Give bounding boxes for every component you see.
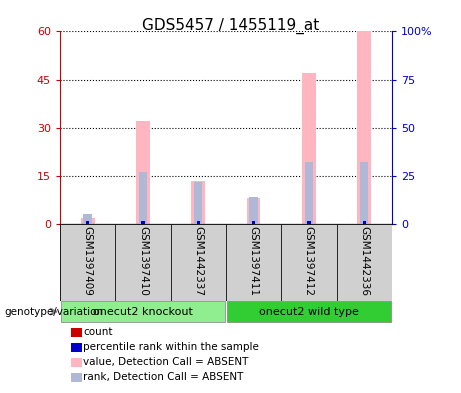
Bar (86, 221, 89, 224)
Bar (337, 224, 392, 301)
Bar (139, 172, 147, 224)
Bar (227, 301, 391, 322)
Bar (226, 224, 281, 301)
Text: GSM1442336: GSM1442336 (359, 226, 369, 296)
Text: value, Detection Call = ABSENT: value, Detection Call = ABSENT (83, 357, 248, 367)
Bar (252, 221, 255, 224)
Bar (196, 221, 200, 224)
Bar (362, 221, 366, 224)
Bar (81, 218, 95, 224)
Bar (115, 224, 171, 301)
Bar (71, 358, 82, 367)
Text: GSM1397410: GSM1397410 (138, 226, 148, 296)
Bar (171, 224, 226, 301)
Bar (252, 221, 255, 224)
Text: genotype/variation: genotype/variation (5, 307, 104, 317)
Bar (71, 328, 82, 337)
Bar (141, 221, 145, 224)
Bar (307, 221, 311, 224)
Text: rank, Detection Call = ABSENT: rank, Detection Call = ABSENT (83, 372, 243, 382)
Bar (249, 197, 258, 224)
Text: GSM1397411: GSM1397411 (248, 226, 259, 296)
Bar (281, 224, 337, 301)
Text: percentile rank within the sample: percentile rank within the sample (83, 342, 259, 352)
Bar (247, 198, 260, 224)
Text: GDS5457 / 1455119_at: GDS5457 / 1455119_at (142, 18, 319, 34)
Bar (83, 214, 92, 224)
Text: onecut2 knockout: onecut2 knockout (93, 307, 193, 317)
Bar (194, 182, 202, 224)
Bar (71, 373, 82, 382)
Text: GSM1397412: GSM1397412 (304, 226, 314, 296)
Text: onecut2 wild type: onecut2 wild type (259, 307, 359, 317)
Bar (71, 343, 82, 352)
Bar (86, 221, 89, 224)
Bar (362, 221, 366, 224)
Bar (360, 162, 368, 224)
Bar (307, 221, 311, 224)
Text: GSM1397409: GSM1397409 (83, 226, 93, 296)
Bar (60, 224, 115, 301)
Bar (191, 181, 205, 224)
Bar (136, 121, 150, 224)
Bar (357, 31, 371, 224)
Bar (302, 73, 316, 224)
Bar (61, 301, 225, 322)
Text: GSM1442337: GSM1442337 (193, 226, 203, 296)
Bar (196, 221, 200, 224)
Bar (141, 221, 145, 224)
Bar (305, 162, 313, 224)
Text: count: count (83, 327, 112, 337)
